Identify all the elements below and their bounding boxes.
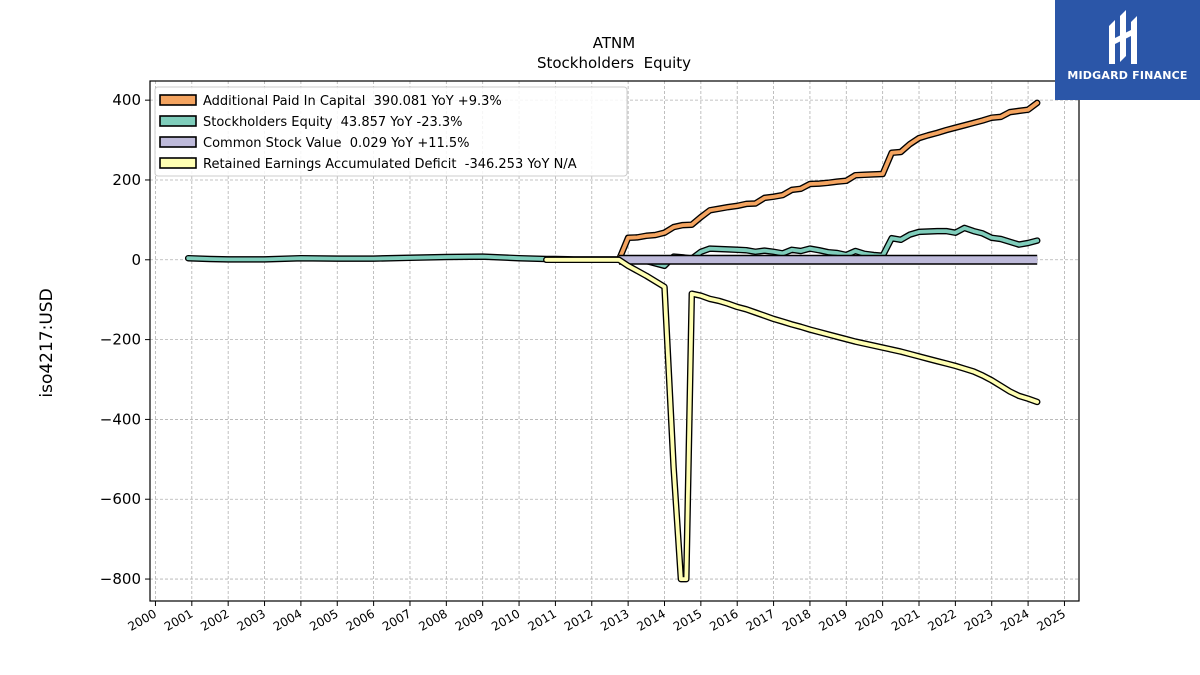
legend-swatch — [159, 157, 197, 169]
x-tick-label: 2009 — [453, 606, 486, 633]
y-tick-label: −600 — [100, 490, 141, 508]
x-tick-label: 2003 — [235, 606, 268, 633]
legend-swatch — [159, 115, 197, 127]
x-tick-label: 2008 — [416, 606, 449, 633]
midgard-finance-logo: MIDGARD FINANCE — [1055, 0, 1200, 100]
y-tick-label: 0 — [131, 251, 141, 269]
plot-frame — [149, 80, 1080, 602]
x-tick-label: 2022 — [925, 606, 958, 633]
series-1 — [184, 224, 1041, 270]
logo-text: MIDGARD FINANCE — [1067, 69, 1188, 82]
x-tick-label: 2011 — [525, 606, 558, 633]
x-tick-label: 2012 — [562, 606, 595, 633]
x-tick-label: 2019 — [816, 606, 849, 633]
series-layer — [184, 99, 1041, 583]
x-tick-label: 2017 — [744, 606, 777, 633]
x-tick-label: 2021 — [889, 606, 922, 633]
x-tick-label: 2013 — [598, 606, 631, 633]
legend-box — [154, 86, 628, 177]
x-tick-label: 2007 — [380, 606, 413, 633]
legend-label: Additional Paid In Capital 390.081 YoY +… — [203, 94, 502, 109]
legend-swatch — [159, 94, 197, 106]
x-axis: 2000 2001 2002 2003 2004 2005 2006 2007 2008 2009… — [125, 601, 1068, 634]
x-tick-label: 2006 — [344, 606, 377, 633]
x-tick-label: 2000 — [125, 606, 158, 633]
x-tick-label: 2018 — [780, 606, 813, 633]
legend: Additional Paid In Capital 390.081 YoY +… — [154, 86, 628, 177]
series-line — [544, 257, 1040, 581]
y-axis-label: iso4217:USD — [37, 288, 57, 397]
x-tick-label: 2004 — [271, 606, 304, 633]
chart-title: ATNM — [593, 34, 635, 52]
y-tick-label: 400 — [112, 91, 141, 109]
x-tick-label: 2005 — [307, 606, 340, 633]
x-tick-label: 2015 — [671, 606, 704, 633]
legend-swatch — [159, 136, 197, 148]
x-tick-label: 2025 — [1035, 606, 1068, 633]
y-axis: 400 200 0 −200 −400 −600 −800 — [100, 91, 150, 588]
x-tick-label: 2010 — [489, 606, 522, 633]
y-tick-label: −200 — [100, 331, 141, 349]
midgard-logo-icon — [1109, 10, 1137, 64]
x-tick-label: 2001 — [162, 606, 195, 633]
legend-label: Stockholders Equity 43.857 YoY -23.3% — [203, 115, 463, 130]
x-tick-label: 2023 — [962, 606, 995, 633]
series-line — [186, 226, 1040, 268]
legend-label: Retained Earnings Accumulated Deficit -3… — [203, 157, 577, 172]
y-tick-label: −800 — [100, 570, 141, 588]
x-tick-label: 2014 — [635, 606, 668, 633]
chart-subtitle: Stockholders Equity — [537, 54, 691, 72]
x-tick-label: 2024 — [998, 606, 1031, 633]
series-0 — [615, 99, 1041, 264]
x-tick-label: 2002 — [198, 606, 231, 633]
series-3 — [543, 256, 1041, 583]
y-tick-label: 200 — [112, 171, 141, 189]
legend-label: Common Stock Value 0.029 YoY +11.5% — [203, 136, 470, 151]
x-tick-label: 2020 — [853, 606, 886, 633]
series-line — [617, 101, 1040, 262]
y-tick-label: −400 — [100, 410, 141, 428]
x-tick-label: 2016 — [707, 606, 740, 633]
